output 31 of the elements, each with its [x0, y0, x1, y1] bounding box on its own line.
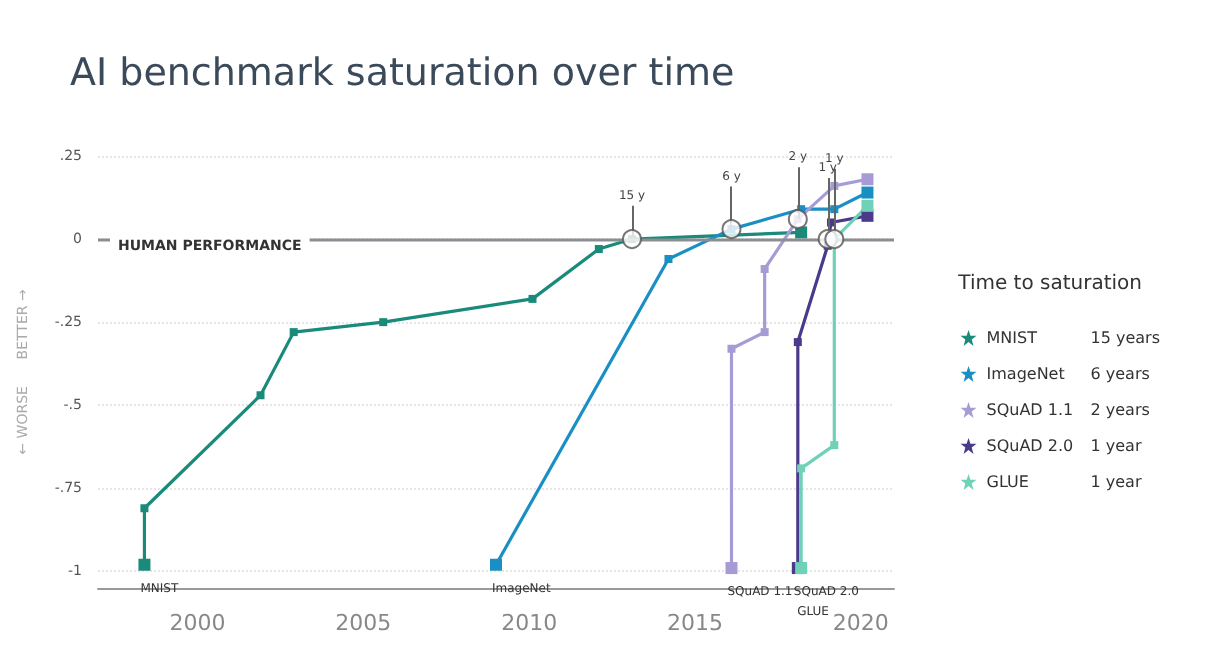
point — [727, 344, 736, 353]
point — [528, 294, 537, 303]
point — [760, 328, 769, 337]
text: 1 year — [1090, 473, 1143, 491]
text: 6 years — [1090, 365, 1150, 383]
point — [664, 255, 673, 264]
legend-label: GLUE — [986, 473, 1029, 491]
x-tick-label: 2000 — [169, 610, 226, 636]
legend-title: Time to saturation — [956, 273, 1143, 295]
legend-label: MNIST — [986, 329, 1038, 347]
point — [594, 245, 603, 254]
point — [861, 199, 874, 212]
point — [760, 264, 769, 273]
chart-title: AI benchmark saturation over time — [70, 51, 735, 95]
legend-label: SQuAD 1.1 — [986, 401, 1074, 419]
point — [256, 391, 265, 400]
text: 15 years — [1090, 329, 1161, 347]
text: 2 years — [1090, 401, 1150, 419]
x-tick-label: 2010 — [501, 610, 558, 636]
x-tick-label: 2015 — [667, 610, 723, 636]
point — [793, 338, 802, 347]
point — [140, 504, 149, 513]
x-tick-label: 2005 — [335, 610, 392, 636]
legend-label: ImageNet — [986, 365, 1065, 383]
point — [289, 328, 298, 337]
point — [379, 318, 388, 327]
point — [490, 558, 502, 571]
legend-label: SQuAD 2.0 — [986, 437, 1074, 455]
text: 1 year — [1090, 437, 1143, 455]
point — [861, 186, 874, 199]
x-tick-label: 2020 — [832, 610, 889, 636]
